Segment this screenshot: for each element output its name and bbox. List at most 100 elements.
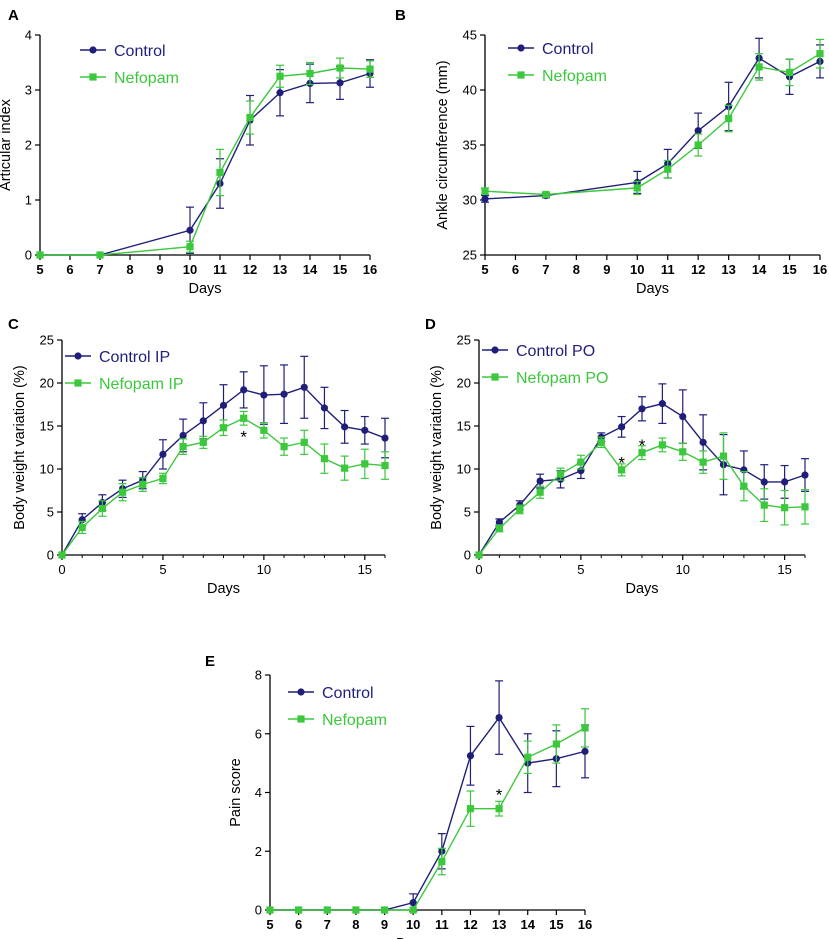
y-tick-label: 0 <box>47 548 54 563</box>
data-point <box>159 450 167 458</box>
legend-marker <box>491 373 499 381</box>
data-point <box>320 455 329 463</box>
series-line <box>270 727 586 911</box>
y-tick-label: 0 <box>464 548 471 563</box>
data-point <box>380 906 389 914</box>
x-tick-label: 10 <box>406 917 420 932</box>
data-point <box>755 63 763 71</box>
y-tick-label: 10 <box>40 462 54 477</box>
y-tick-label: 25 <box>40 333 54 348</box>
x-tick-label: 14 <box>520 917 535 932</box>
legend-marker <box>491 346 499 354</box>
data-point <box>495 518 503 526</box>
x-tick-label: 9 <box>381 917 388 932</box>
significance-marker: * <box>240 428 247 447</box>
data-point <box>475 551 483 559</box>
y-tick-label: 0 <box>25 248 32 263</box>
data-point <box>381 434 389 442</box>
series-nefopam <box>266 708 589 914</box>
data-point <box>306 69 314 78</box>
significance-marker: * <box>496 786 503 805</box>
legend-label: Control <box>542 41 594 58</box>
x-tick-label: 15 <box>333 262 347 277</box>
y-tick-label: 8 <box>255 668 262 683</box>
data-point <box>352 906 360 914</box>
data-point <box>361 426 369 434</box>
y-tick-label: 15 <box>40 419 54 434</box>
data-point <box>581 724 589 732</box>
x-tick-label: 5 <box>36 262 43 277</box>
y-tick-label: 25 <box>463 248 477 263</box>
data-point <box>260 391 268 399</box>
data-point <box>320 404 329 412</box>
data-point <box>581 747 589 755</box>
x-tick-label: 10 <box>676 562 690 577</box>
data-point <box>159 474 167 483</box>
legend-marker <box>517 44 525 52</box>
x-tick-label: 6 <box>512 262 519 277</box>
data-point <box>699 458 707 466</box>
data-point <box>466 752 475 760</box>
data-point <box>740 482 748 490</box>
data-point <box>139 480 147 489</box>
legend: Control IP Nefopam IP <box>65 349 183 393</box>
series-line <box>61 417 386 556</box>
data-point <box>409 899 417 907</box>
data-point <box>760 478 768 486</box>
y-tick-label: 2 <box>255 844 262 859</box>
x-axis-label: Days <box>636 281 669 297</box>
data-point <box>781 504 789 512</box>
data-point <box>366 65 374 73</box>
data-point <box>481 195 489 203</box>
data-point <box>658 400 666 408</box>
data-point <box>276 72 284 80</box>
data-point <box>300 383 308 391</box>
y-axis-label: Articular index <box>0 98 14 191</box>
data-point <box>98 504 106 513</box>
data-point <box>36 251 44 259</box>
x-tick-label: 15 <box>358 562 372 577</box>
x-tick-label: 10 <box>630 262 644 277</box>
data-point <box>118 488 127 496</box>
x-tick-label: 11 <box>661 262 675 277</box>
panel-label: C <box>8 316 19 333</box>
data-point <box>536 477 544 485</box>
data-point <box>199 438 207 446</box>
data-point <box>679 412 687 421</box>
data-point <box>725 115 733 123</box>
x-axis-label: Days <box>625 581 658 597</box>
data-point <box>694 127 702 135</box>
data-point <box>785 68 794 76</box>
y-tick-label: 40 <box>463 83 477 98</box>
x-tick-label: 10 <box>257 562 271 577</box>
x-tick-label: 9 <box>156 262 163 277</box>
data-point <box>186 226 194 234</box>
panel-label: A <box>8 7 19 24</box>
series-nefopam <box>36 57 374 259</box>
x-tick-label: 11 <box>213 262 227 277</box>
panel-d: D 0 5 10 15 20 25 0 5 10 15 Days Body weight variati… <box>425 316 809 597</box>
data-point <box>280 443 288 451</box>
y-tick-label: 1 <box>25 193 32 208</box>
series-line <box>40 67 371 256</box>
series-nefopam <box>481 38 824 199</box>
panel-c: C 0 5 10 15 20 25 0 5 10 15 Days Body weight variati… <box>8 316 389 597</box>
y-tick-label: 5 <box>47 505 54 520</box>
data-point <box>341 464 349 472</box>
data-point <box>633 184 641 192</box>
data-point <box>336 79 344 87</box>
data-point <box>542 190 550 199</box>
y-tick-label: 35 <box>463 138 477 153</box>
legend-label: Nefopam <box>542 68 607 85</box>
data-point <box>186 243 194 251</box>
legend-label: Nefopam IP <box>99 376 183 393</box>
series-line <box>40 72 371 256</box>
data-point <box>336 64 344 72</box>
legend-label: Control <box>114 43 166 60</box>
legend: Control PO Nefopam PO <box>482 343 608 387</box>
data-point <box>664 165 672 173</box>
y-axis-label: Ankle circumference (mm) <box>435 60 451 229</box>
x-tick-label: 8 <box>126 262 133 277</box>
x-tick-label: 6 <box>66 262 73 277</box>
y-axis-label: Body weight variation (%) <box>429 365 445 529</box>
